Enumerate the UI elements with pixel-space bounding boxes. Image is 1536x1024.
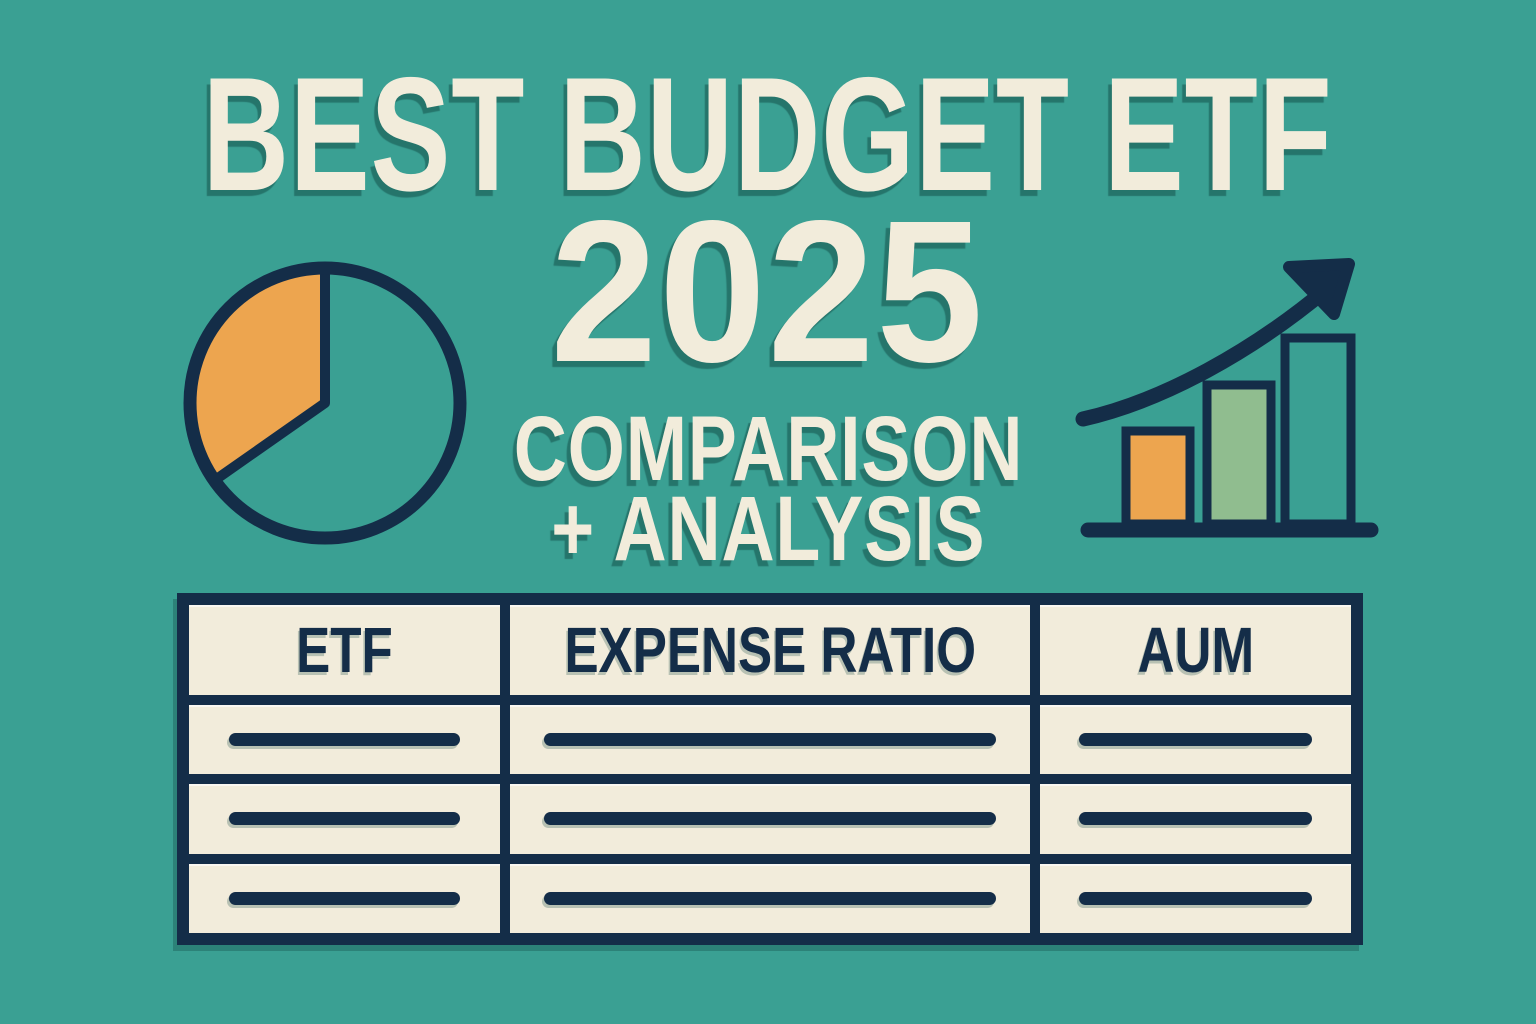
table-row-cell: [189, 863, 500, 933]
trend-arrow-head: [1283, 258, 1355, 320]
subtitle-line-1: COMPARISON: [0, 403, 1536, 495]
bar-small: [1121, 426, 1195, 529]
placeholder-line: [1078, 812, 1313, 826]
table-row-cell: [510, 863, 1030, 933]
pie-outline: [183, 261, 467, 545]
bar-tall: [1280, 333, 1356, 529]
table-header-expense-ratio-label: EXPENSE RATIO: [564, 614, 976, 686]
title-line-1: BEST BUDGET ETF: [0, 54, 1536, 216]
placeholder-line: [229, 812, 460, 826]
placeholder-line: [1078, 733, 1313, 747]
table-row-cell: [1040, 784, 1351, 854]
table-header-aum: AUM: [1040, 605, 1351, 695]
title-line-2: 2025: [0, 190, 1536, 392]
table-row-cell: [1040, 863, 1351, 933]
pie-chart-icon: [183, 261, 467, 545]
title-line-1-text: BEST BUDGET ETF: [202, 44, 1334, 225]
subtitle-line-2: + ANALYSIS: [0, 483, 1536, 575]
placeholder-line: [229, 891, 460, 905]
placeholder-line: [543, 812, 997, 826]
comparison-table: ETF EXPENSE RATIO AUM: [177, 593, 1363, 945]
placeholder-line: [543, 733, 997, 747]
table-row-cell: [189, 784, 500, 854]
table-row-cell: [510, 705, 1030, 775]
table-row-cell: [189, 705, 500, 775]
table-header-etf-label: ETF: [296, 614, 393, 686]
table-header-etf: ETF: [189, 605, 500, 695]
table-row-cell: [1040, 705, 1351, 775]
subtitle-line-1-text: COMPARISON: [513, 398, 1023, 500]
subtitle-line-2-text: + ANALYSIS: [550, 478, 986, 580]
bar-medium: [1202, 380, 1276, 529]
table-row-cell: [510, 784, 1030, 854]
table-header-expense-ratio: EXPENSE RATIO: [510, 605, 1030, 695]
title-line-2-text: 2025: [550, 178, 986, 404]
placeholder-line: [1078, 891, 1313, 905]
placeholder-line: [229, 733, 460, 747]
trend-arrow-curve: [1075, 280, 1336, 427]
placeholder-line: [543, 891, 997, 905]
pie-slice: [184, 263, 330, 486]
table-header-aum-label: AUM: [1137, 614, 1254, 686]
bar-chart-growth-icon: [1075, 258, 1379, 538]
